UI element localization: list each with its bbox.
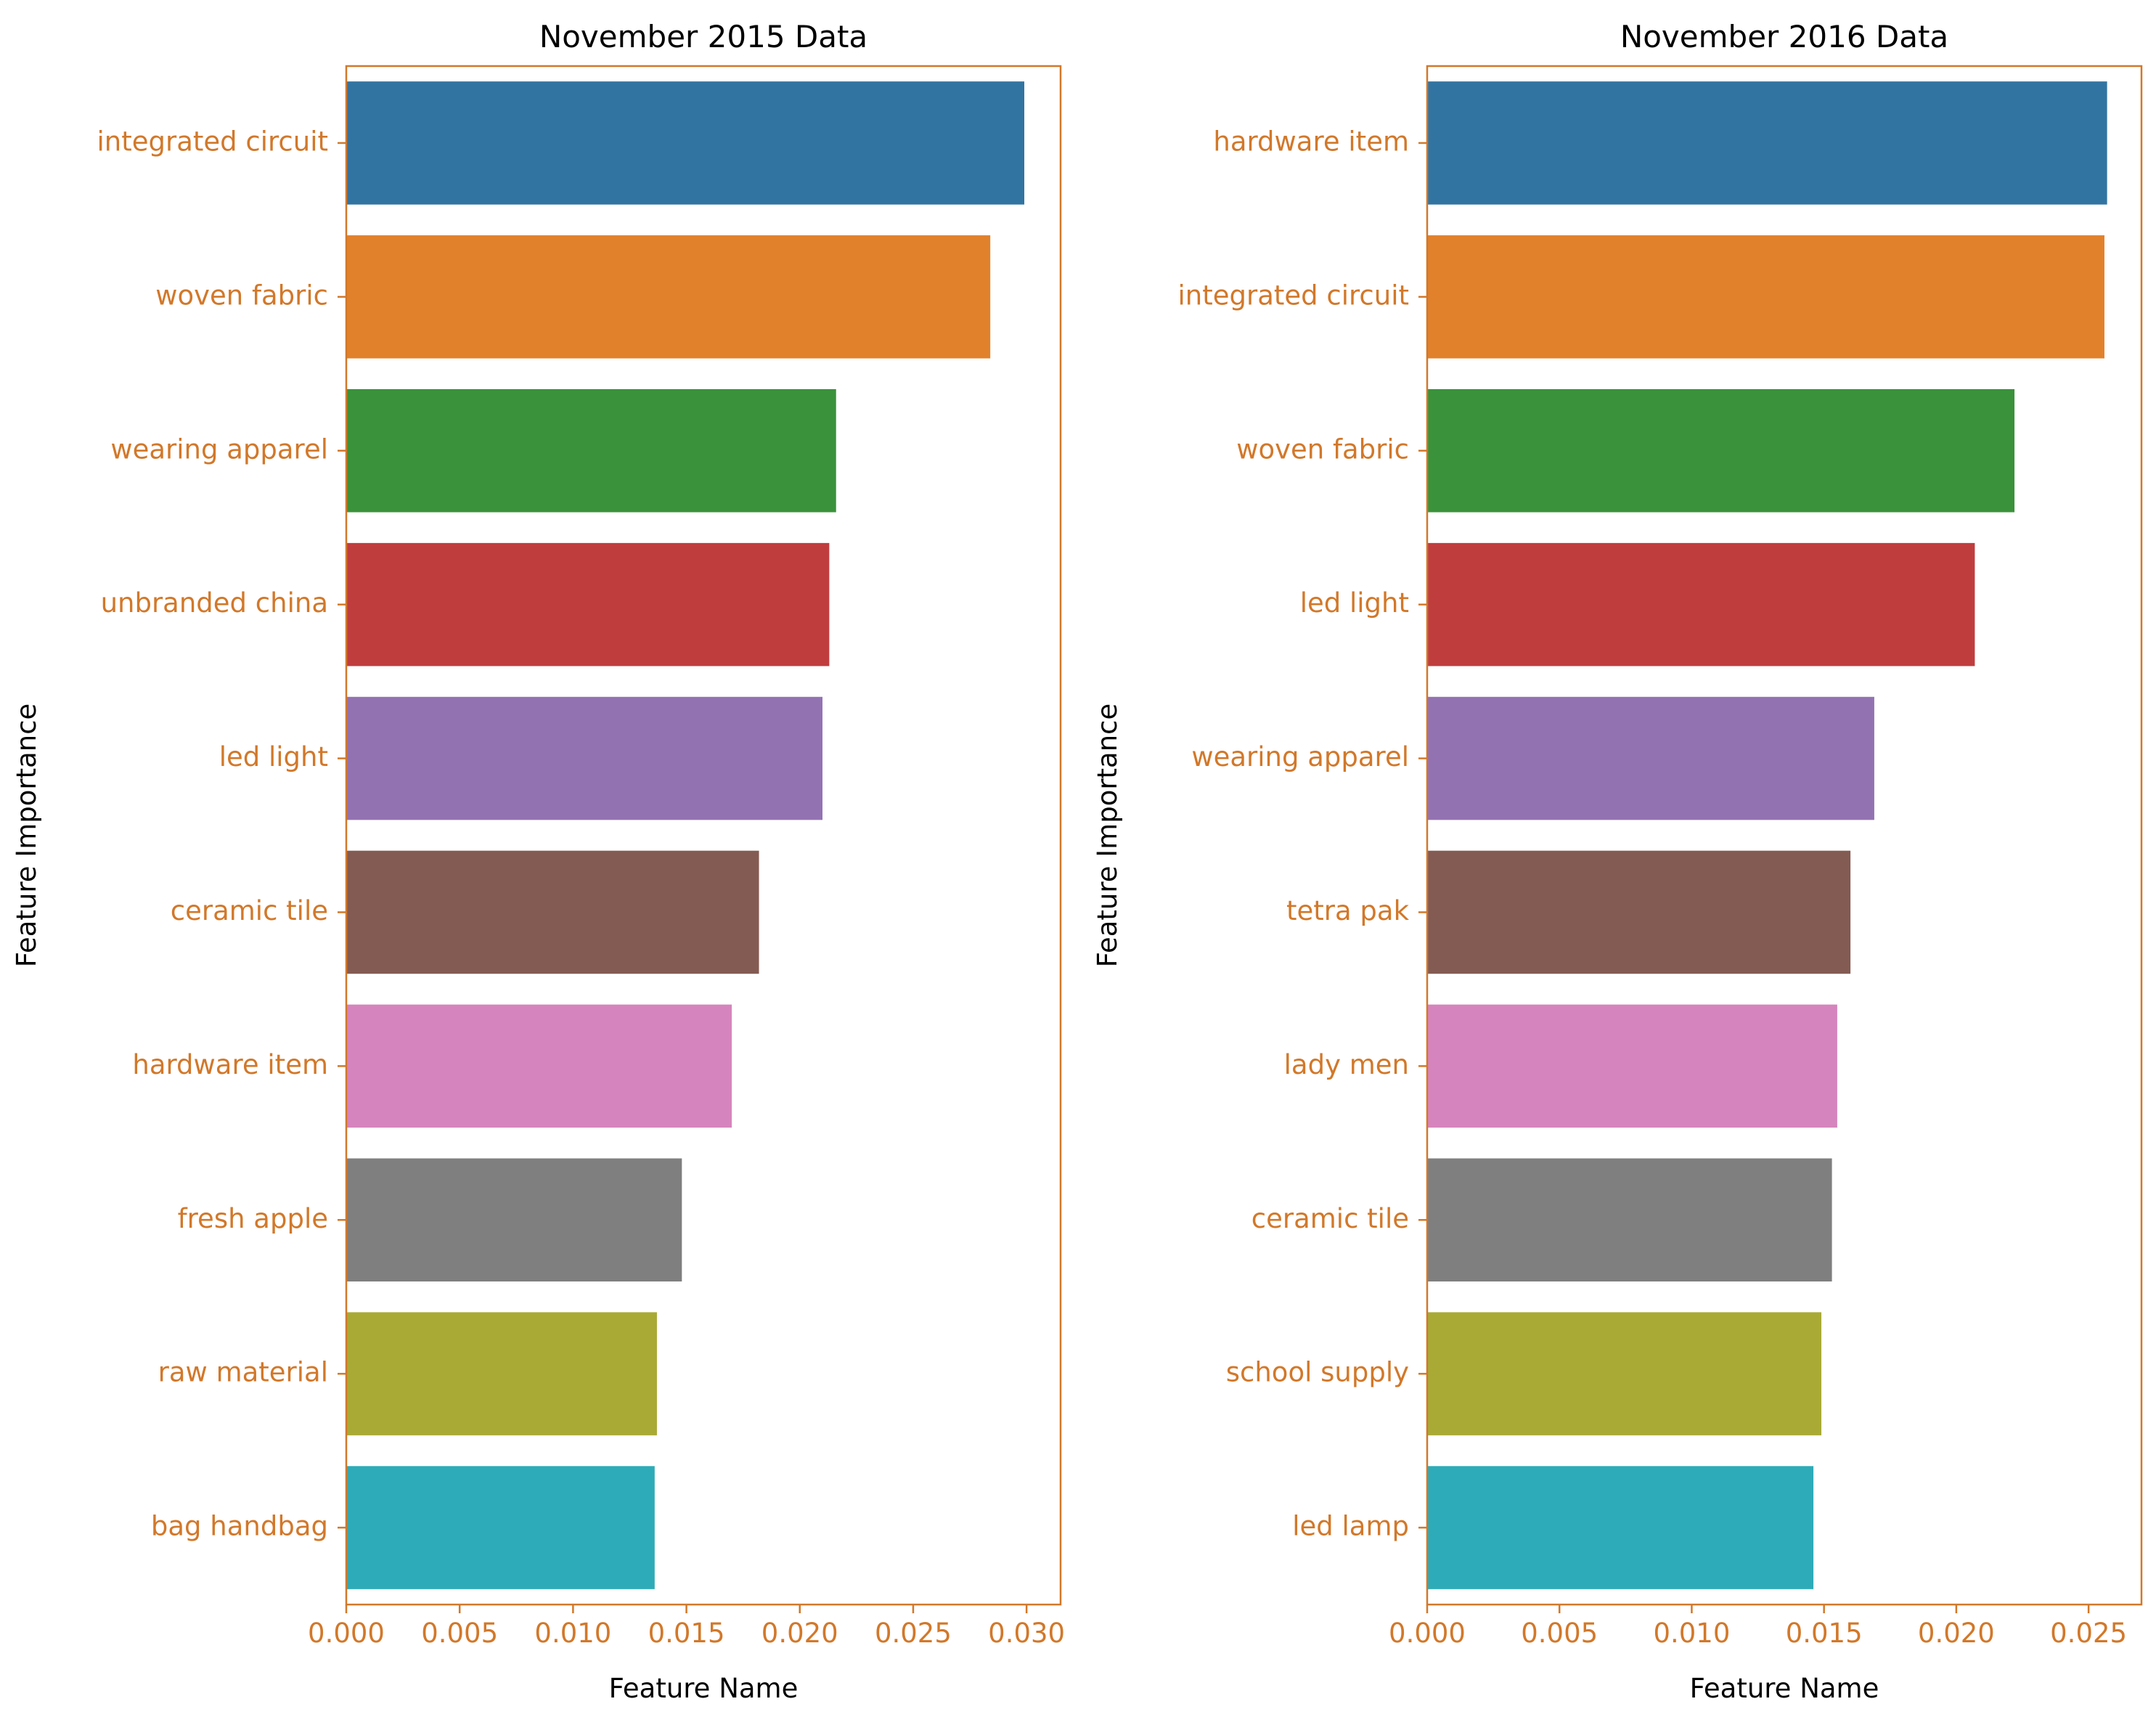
bar-bag-handbag [346,1466,655,1589]
panel-november-2016: hardware item integrated circuit woven fab… [1092,19,2143,1704]
y-tick-label: tetra pak [1286,895,1410,926]
x-axis-label: Feature Name [609,1673,799,1704]
bar-school-supply [1427,1312,1822,1435]
y-tick-label: lady men [1284,1049,1409,1080]
x-tick-label: 0.000 [308,1618,385,1649]
bar-unbranded-china [346,542,830,667]
bar-woven-fabric [1427,388,2015,513]
bar-raw-material [346,1312,657,1435]
x-tick-label: 0.020 [761,1618,838,1649]
x-tick-label: 0.015 [648,1618,725,1649]
bar-ceramic-tile [346,850,759,974]
x-axis-label: Feature Name [1690,1673,1879,1704]
x-tick-label: 0.015 [1786,1618,1863,1649]
bar-led-light [346,696,822,820]
bar-hardware-item [1427,81,2107,205]
y-tick-label: hardware item [132,1049,328,1080]
y-tick-label: led light [219,741,328,773]
bar-wearing-apparel [1427,696,1874,820]
y-tick-label: hardware item [1213,126,1409,157]
y-tick-label: raw material [158,1357,328,1388]
bar-hardware-item [346,1004,732,1128]
panel-november-2015: integrated circuit woven fabric wearing ap… [11,19,1065,1704]
chart-title: November 2016 Data [1620,19,1948,54]
y-tick-label: integrated circuit [97,126,329,157]
bar-led-lamp [1427,1466,1814,1589]
bar-integrated-circuit [346,81,1025,205]
y-tick-label: ceramic tile [171,895,328,926]
y-tick-label: wearing apparel [1191,741,1409,773]
y-tick-label: ceramic tile [1251,1203,1409,1234]
x-tick-label: 0.020 [1918,1618,1995,1649]
x-tick-label: 0.000 [1389,1618,1466,1649]
y-tick-label: integrated circuit [1178,280,1410,311]
x-tick-label: 0.025 [875,1618,952,1649]
x-tick-label: 0.025 [2050,1618,2127,1649]
y-axis-label: Feature Importance [1092,704,1123,968]
x-tick-label: 0.030 [988,1618,1065,1649]
bar-fresh-apple [346,1158,682,1282]
chart-title: November 2015 Data [539,19,867,54]
y-tick-label: fresh apple [178,1203,328,1234]
bar-wearing-apparel [346,388,836,513]
y-tick-label: led light [1300,587,1409,619]
bar-woven-fabric [346,235,991,359]
y-tick-label: bag handbag [151,1511,328,1542]
x-tick-label: 0.005 [1521,1618,1598,1649]
x-tick-label: 0.010 [534,1618,611,1649]
y-tick-label: unbranded china [101,587,328,619]
y-axis-label: Feature Importance [11,704,42,968]
axes-frame [345,65,1062,1606]
bar-led-light [1427,542,1975,667]
x-tick-label: 0.010 [1653,1618,1730,1649]
y-tick-label: woven fabric [155,280,328,311]
y-tick-label: led lamp [1292,1511,1409,1542]
bar-integrated-circuit [1427,235,2104,359]
y-tick-label: wearing apparel [110,433,328,465]
bar-ceramic-tile [1427,1158,1832,1282]
bar-tetra-pak [1427,850,1851,974]
x-tick-label: 0.005 [421,1618,498,1649]
y-tick-label: woven fabric [1236,433,1409,465]
axes-frame [1426,65,2143,1606]
y-tick-label: school supply [1226,1357,1409,1388]
bar-lady-men [1427,1004,1837,1128]
